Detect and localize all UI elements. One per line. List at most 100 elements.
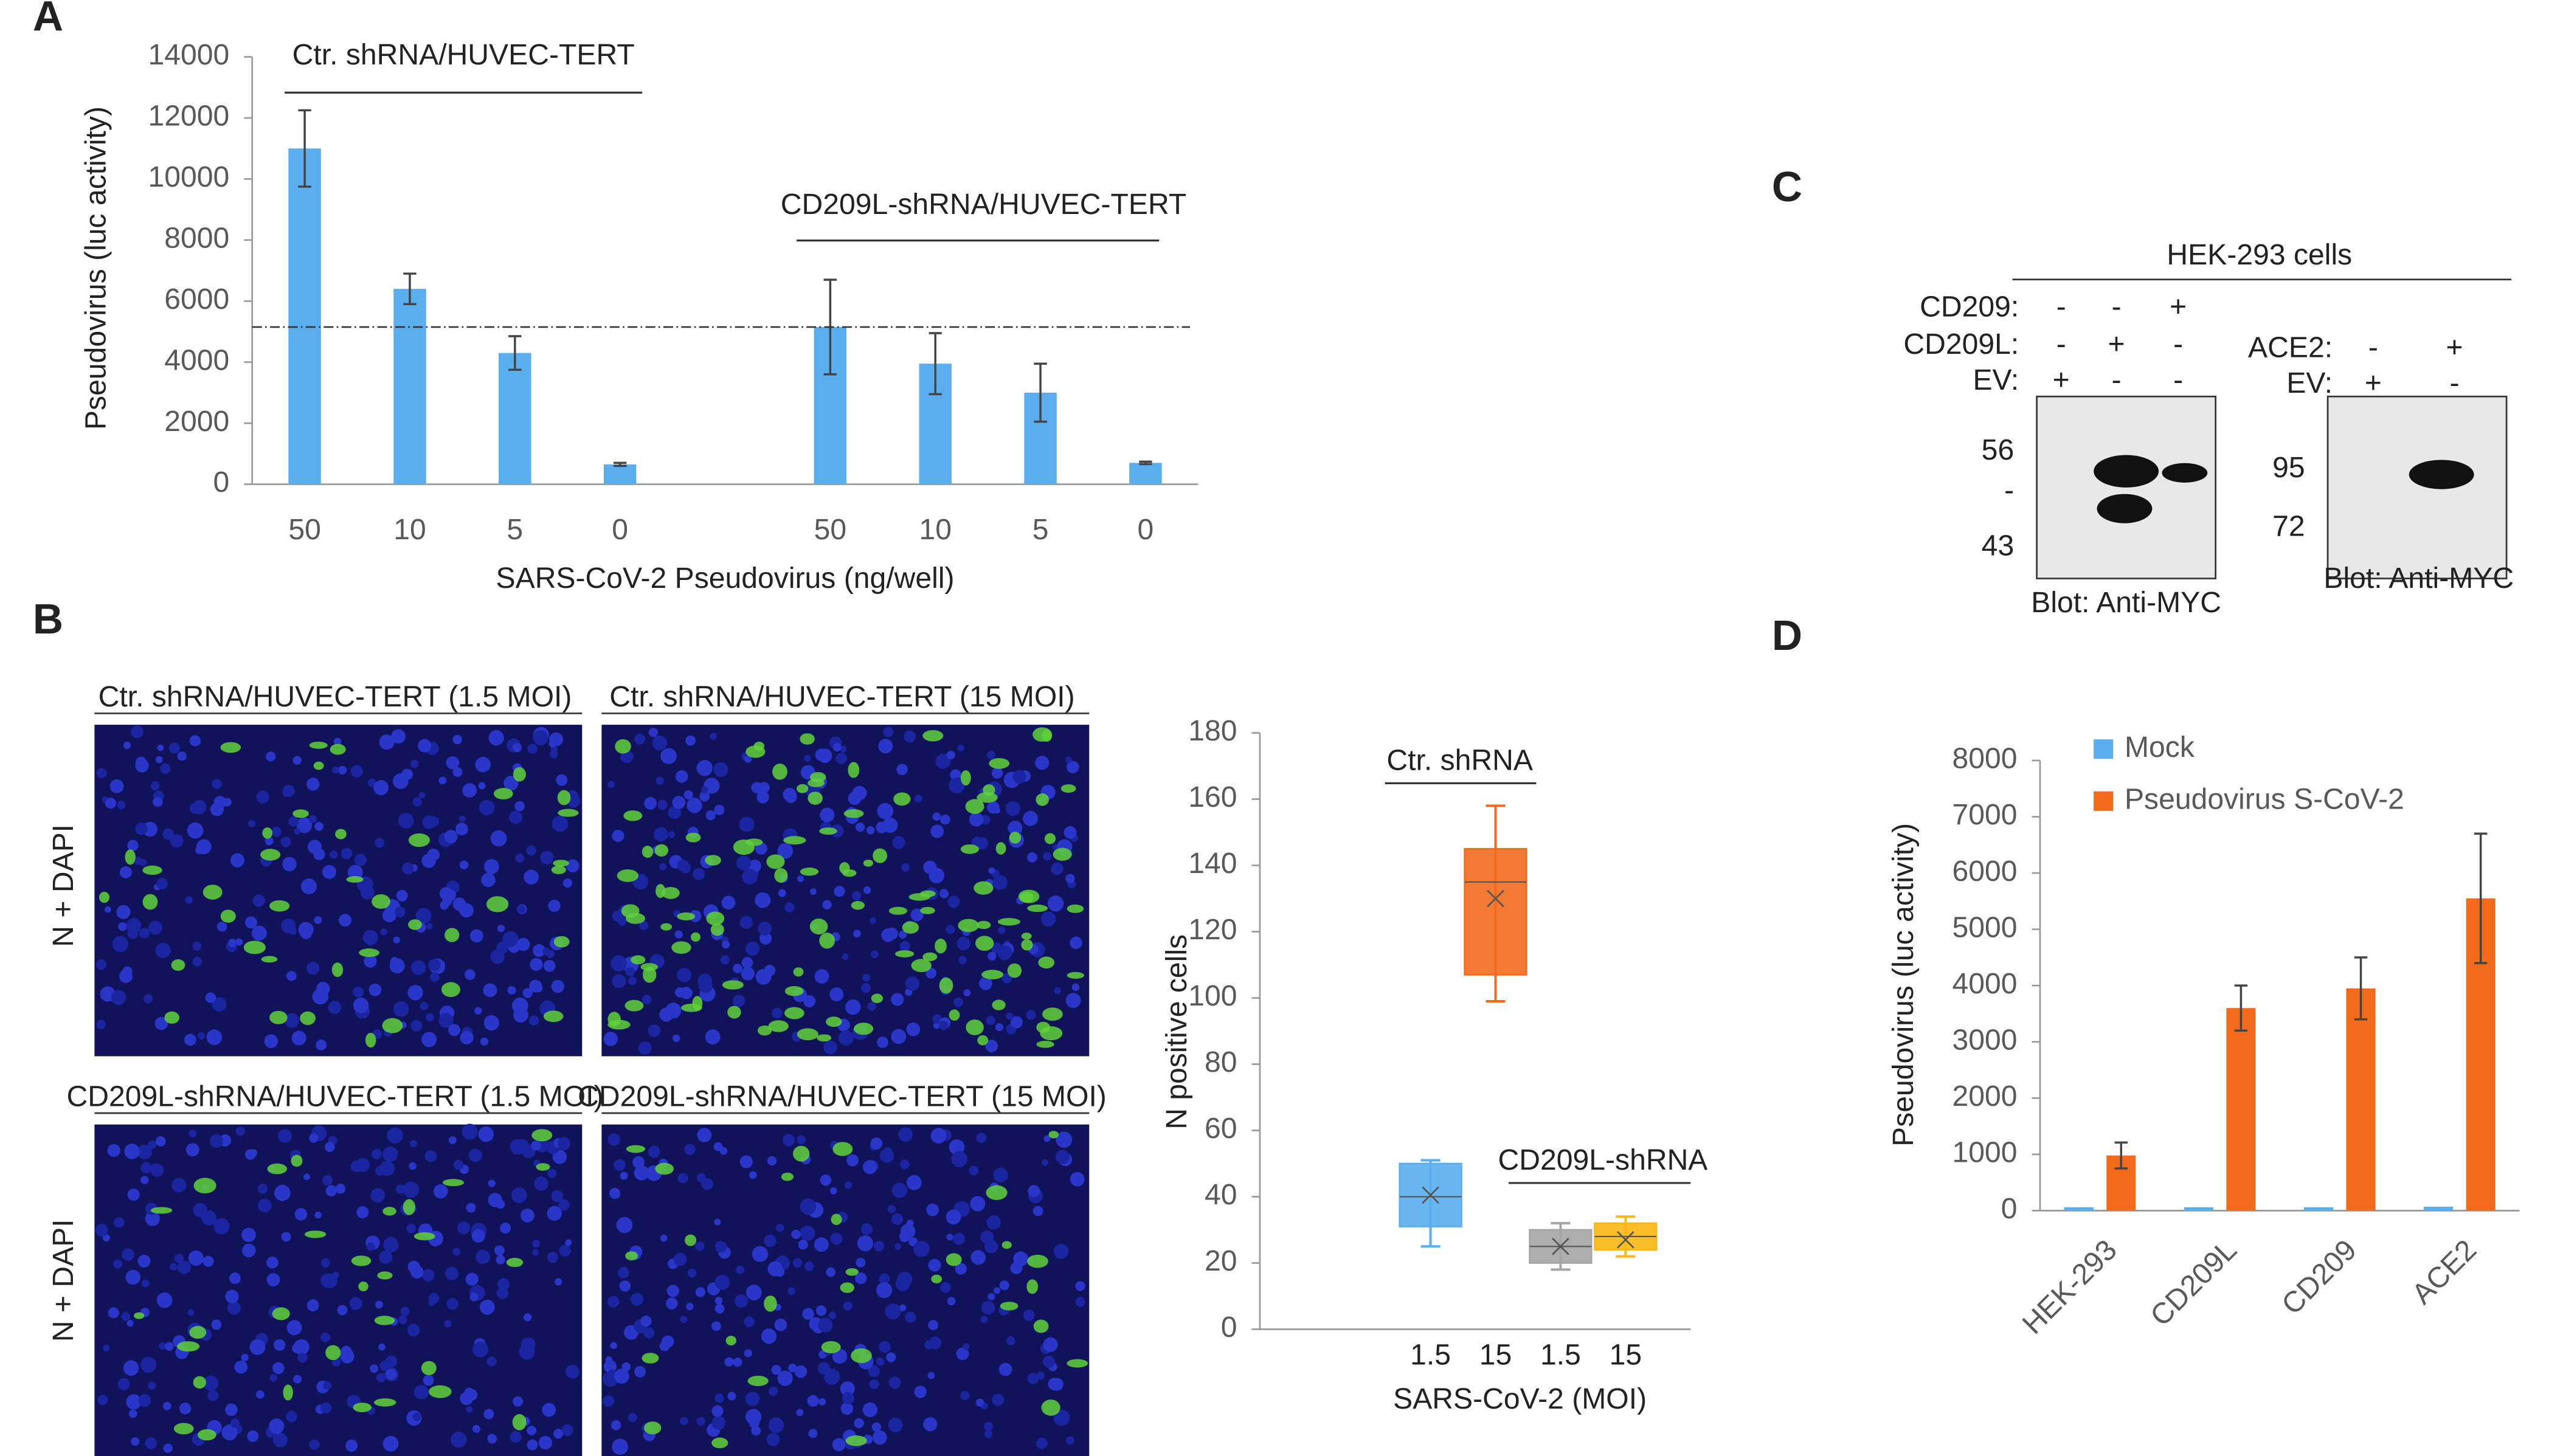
nucleus [751,1426,761,1436]
nucleus [979,976,992,990]
nucleus [484,859,499,874]
nucleus [235,938,243,946]
nucleus [108,1307,119,1319]
nucleus [306,962,320,975]
nucleus [400,1306,410,1316]
nucleus [677,967,691,982]
nucleus [227,1405,236,1415]
nucleus [379,734,395,750]
nucleus [516,937,530,951]
nucleus [512,997,528,1014]
nucleus [951,1151,967,1167]
y-axis-label: Pseudovirus (luc activity) [1887,823,1920,1147]
infected-cell [198,1429,216,1441]
blot-sign: - [2112,364,2122,396]
nucleus [407,1260,420,1273]
nucleus [483,1409,494,1420]
bar [2184,1207,2213,1211]
nucleus [382,908,396,923]
nucleus [258,1198,272,1213]
nucleus [862,1402,877,1418]
nucleus [612,910,623,922]
nucleus [188,1251,204,1266]
nucleus [247,1430,259,1442]
infected-cell [793,967,804,977]
nucleus [170,1263,178,1271]
nucleus [309,815,317,823]
nucleus [466,1202,476,1213]
nucleus [229,1272,241,1285]
nucleus [981,1300,995,1315]
infected-cell [922,730,944,742]
nucleus [375,1300,383,1309]
nucleus [683,790,693,800]
nucleus [955,1263,967,1275]
nucleus [562,878,573,888]
infected-cell [134,1312,145,1319]
nucleus [610,1342,617,1350]
nucleus [496,1255,505,1265]
x-tick-label: 15 [1610,1339,1642,1371]
nucleus [148,1381,156,1390]
nucleus [634,734,645,745]
nucleus [121,1311,130,1321]
infected-cell [243,940,266,954]
nucleus [788,1364,797,1373]
nucleus [252,925,267,941]
x-tick-label: 0 [612,513,628,546]
y-tick-label: 10000 [148,160,229,193]
nucleus [139,928,150,939]
nucleus [705,1029,721,1045]
nucleus [155,942,171,958]
infected-cell [677,912,696,920]
infected-cell [1060,784,1076,793]
nucleus [744,1316,755,1328]
infected-cell [643,1421,662,1435]
infected-cell [810,772,826,782]
nucleus [820,807,835,823]
nucleus [826,1267,835,1277]
nucleus [993,1167,1008,1182]
infected-cell [330,744,346,755]
infected-cell [976,920,991,930]
nucleus [994,1287,1001,1294]
nucleus [465,1272,479,1286]
nucleus [877,802,894,819]
nucleus [866,826,875,835]
infected-cell [1041,1399,1060,1416]
infected-cell [839,862,850,874]
blot-row-label: EV: [2286,367,2333,399]
x-tick-label: 10 [919,513,952,546]
nucleus [234,1361,248,1374]
x-tick-label: 1.5 [1540,1339,1581,1371]
nucleus [160,763,171,774]
infected-cell [655,1162,674,1175]
micrograph-background [94,725,583,1057]
nucleus [140,1176,149,1184]
blot-caption: Blot: Anti-MYC [2323,562,2514,595]
infected-cell [710,923,724,936]
mean-marker [1552,1237,1569,1255]
nucleus [109,779,124,793]
nucleus [906,1022,921,1037]
micrograph [601,725,1090,1057]
nucleus [103,1344,110,1351]
nucleus [128,1409,137,1418]
nucleus [510,1431,522,1443]
nucleus [426,1013,434,1021]
y-tick-label: 8000 [164,222,229,255]
infected-cell [331,962,344,978]
nucleus [286,1320,302,1336]
nucleus [710,733,718,740]
nucleus [999,1280,1009,1291]
nucleus [139,858,147,866]
nucleus [192,942,202,951]
nucleus [300,878,317,895]
panel-letter: A [33,0,63,40]
nucleus [281,1232,291,1242]
nucleus [274,1339,286,1351]
nucleus [323,1381,332,1390]
nucleus [687,1268,697,1278]
infected-cell [623,810,643,821]
nucleus [992,1393,1005,1406]
